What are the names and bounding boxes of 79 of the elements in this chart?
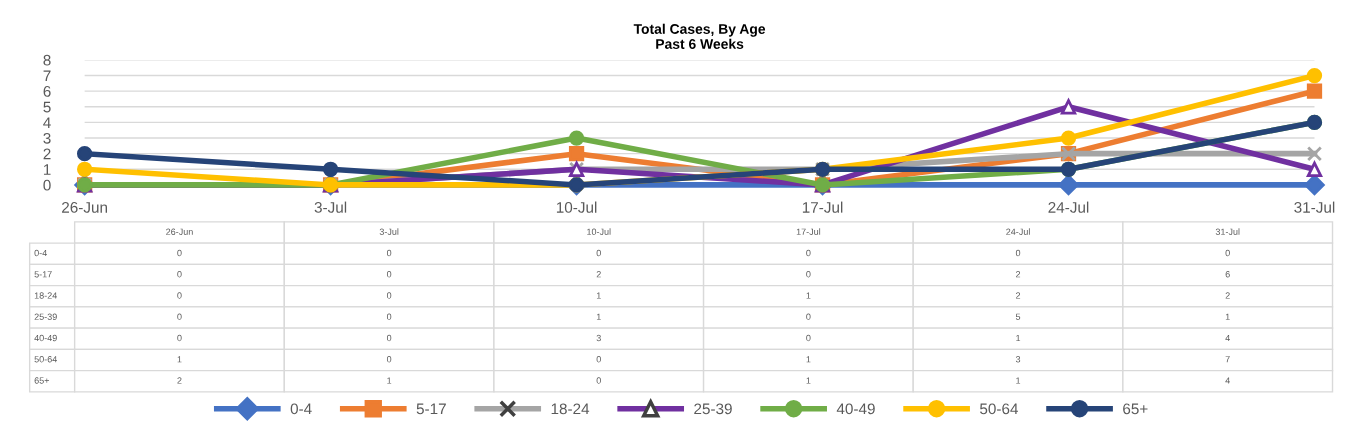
data-label: 0 — [386, 292, 392, 299]
data-label: 0 — [596, 356, 601, 363]
category-label: 3-Jul — [379, 228, 399, 235]
data-label: 4 — [1225, 377, 1230, 384]
data-label: 0 — [386, 313, 392, 320]
data-label: 0 — [386, 356, 392, 363]
data-label: 0 — [386, 271, 392, 278]
data-label: 2 — [177, 377, 182, 384]
x-tick-label: 17-Jul — [802, 201, 843, 213]
data-label: 0 — [806, 249, 811, 257]
data-label: 0 — [1225, 249, 1230, 257]
chart-title: Total Cases, By Age — [633, 23, 766, 37]
data-label: 1 — [596, 292, 601, 299]
x-tick-label: 26-Jun — [62, 201, 107, 213]
data-label: 0 — [177, 334, 182, 342]
data-label: 2 — [1015, 292, 1021, 299]
data-label: 3 — [1015, 356, 1021, 363]
data-label: 0 — [596, 249, 601, 257]
legend-label: 0-4 — [290, 403, 312, 415]
data-label: 2 — [596, 271, 601, 278]
x-tick-label: 10-Jul — [556, 201, 597, 213]
data-label: 0 — [177, 292, 182, 299]
y-tick-label: 6 — [43, 86, 51, 97]
data-label: 3 — [596, 334, 601, 342]
text: 25-39 — [34, 313, 57, 320]
text: 5-17 — [34, 271, 52, 278]
data-label: 4 — [1225, 334, 1230, 342]
text: 65+ — [34, 377, 50, 384]
y-tick-label: 3 — [43, 132, 51, 144]
data-label: 0 — [177, 271, 182, 278]
y-tick-label: 1 — [43, 164, 51, 175]
data-label: 0 — [386, 249, 392, 257]
category-label: 31-Jul — [1215, 228, 1240, 235]
legend-label: 65+ — [1123, 403, 1148, 415]
data-label: 0 — [806, 271, 811, 278]
data-label: 0 — [386, 334, 392, 342]
data-label: 1 — [806, 292, 811, 299]
y-tick-label: 0 — [43, 179, 51, 191]
text: 40-49 — [34, 334, 57, 342]
data-label: 1 — [806, 377, 811, 384]
data-label: 0 — [177, 249, 182, 257]
data-label: 1 — [177, 356, 182, 363]
category-label: 10-Jul — [587, 228, 611, 235]
data-label: 6 — [1225, 271, 1230, 278]
legend-label: 18-24 — [551, 403, 590, 415]
data-label: 5 — [1015, 313, 1021, 320]
chart-subtitle: Past 6 Weeks — [656, 38, 744, 49]
data-label: 1 — [596, 313, 601, 320]
y-tick-label: 2 — [43, 148, 51, 160]
data-label: 7 — [1225, 356, 1230, 363]
data-label: 1 — [1225, 313, 1230, 320]
data-label: 1 — [1016, 377, 1021, 384]
data-label: 1 — [806, 356, 811, 363]
text: 18-24 — [34, 292, 57, 299]
legend-label: 25-39 — [694, 403, 732, 415]
legend-label: 50-64 — [980, 403, 1019, 415]
category-label: 17-Jul — [796, 228, 821, 235]
y-tick-label: 8 — [43, 54, 51, 66]
data-label: 0 — [596, 377, 601, 384]
legend-label: 5-17 — [416, 403, 446, 415]
data-label: 1 — [1016, 334, 1021, 342]
y-tick-label: 4 — [43, 117, 51, 128]
x-tick-label: 3-Jul — [314, 201, 347, 213]
data-label: 0 — [1015, 249, 1021, 257]
legend-label: 40-49 — [836, 403, 875, 415]
x-tick-label: 31-Jul — [1294, 201, 1335, 213]
y-tick-label: 5 — [43, 101, 51, 113]
data-label: 0 — [806, 313, 811, 320]
x-tick-label: 24-Jul — [1048, 201, 1089, 213]
category-label: 24-Jul — [1006, 228, 1030, 235]
data-label: 2 — [1015, 271, 1021, 278]
data-label: 0 — [177, 313, 182, 320]
text: 0-4 — [34, 249, 47, 257]
text: 50-64 — [34, 356, 57, 363]
data-label: 2 — [1225, 292, 1230, 299]
category-label: 26-Jun — [166, 228, 193, 235]
y-tick-label: 7 — [43, 70, 51, 82]
data-label: 1 — [387, 377, 392, 384]
data-label: 0 — [806, 334, 811, 342]
